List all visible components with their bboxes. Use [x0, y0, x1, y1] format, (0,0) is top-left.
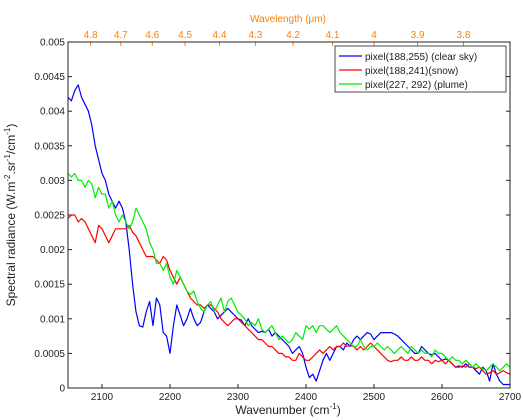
top-tick-label: 4.8: [84, 30, 98, 41]
top-tick-label: 3.8: [457, 30, 471, 41]
x-tick-label: 2400: [295, 392, 318, 403]
x-tick-label: 2500: [363, 392, 386, 403]
x-axis-title: Wavenumber (cm-1): [235, 402, 340, 417]
y-tick-label: 0.004: [40, 107, 65, 118]
y-tick-label: 0.0045: [34, 72, 65, 83]
top-tick-label: 4.4: [213, 30, 227, 41]
legend-label-snow: pixel(188,241)(snow): [365, 66, 458, 77]
top-tick-label: 4.5: [178, 30, 192, 41]
y-axis-title: Spectral radiance (W.m-2.sr-1/cm-1): [3, 124, 18, 307]
series-line-2: [68, 172, 510, 372]
series-lines: [68, 84, 510, 386]
legend-label-plume: pixel(227, 292) (plume): [365, 80, 468, 91]
y-tick-label: 0.003: [40, 176, 65, 187]
series-line-0: [68, 84, 510, 386]
y-axis-ticks: 0 0.0005 0.001 0.0015 0.002 0.0025 0.003 0.0035…: [34, 38, 510, 395]
y-tick-label: 0.0015: [34, 280, 65, 291]
top-tick-label: 4.2: [286, 30, 300, 41]
y-tick-label: 0.005: [40, 38, 65, 49]
top-axis-ticks: 4.8 4.7 4.6 4.5 4.4 4.3 4.2 4.1 4 3.9 3.8: [84, 30, 471, 46]
plot-frame: [67, 41, 511, 389]
y-tick-label: 0.0005: [34, 349, 65, 360]
y-tick-label: 0.0035: [34, 141, 65, 152]
x-tick-label: 2600: [431, 392, 454, 403]
x-tick-label: 2100: [91, 392, 114, 403]
y-tick-label: 0.0025: [34, 211, 65, 222]
y-tick-label: 0.001: [40, 314, 65, 325]
x-axis-ticks: 2100 2200 2300 2400 2500 2600 2700: [91, 384, 522, 403]
top-tick-label: 4.6: [145, 30, 159, 41]
top-tick-label: 4.1: [326, 30, 340, 41]
legend-box: [334, 45, 507, 93]
x-tick-label: 2700: [499, 392, 522, 403]
top-tick-label: 4.7: [114, 30, 128, 41]
y-tick-label: 0: [59, 384, 65, 395]
top-tick-label: 4: [371, 30, 377, 41]
top-tick-label: 4.3: [248, 30, 262, 41]
series-line-1: [68, 214, 510, 375]
top-axis-title: Wavelength (μm): [250, 14, 326, 25]
legend-label-clear-sky: pixel(188,255) (clear sky): [365, 52, 477, 63]
y-tick-label: 0.002: [40, 245, 65, 256]
x-tick-label: 2200: [159, 392, 182, 403]
legend: pixel(188,255) (clear sky) pixel(188,241…: [334, 45, 507, 93]
x-tick-label: 2300: [227, 392, 250, 403]
top-tick-label: 3.9: [411, 30, 425, 41]
